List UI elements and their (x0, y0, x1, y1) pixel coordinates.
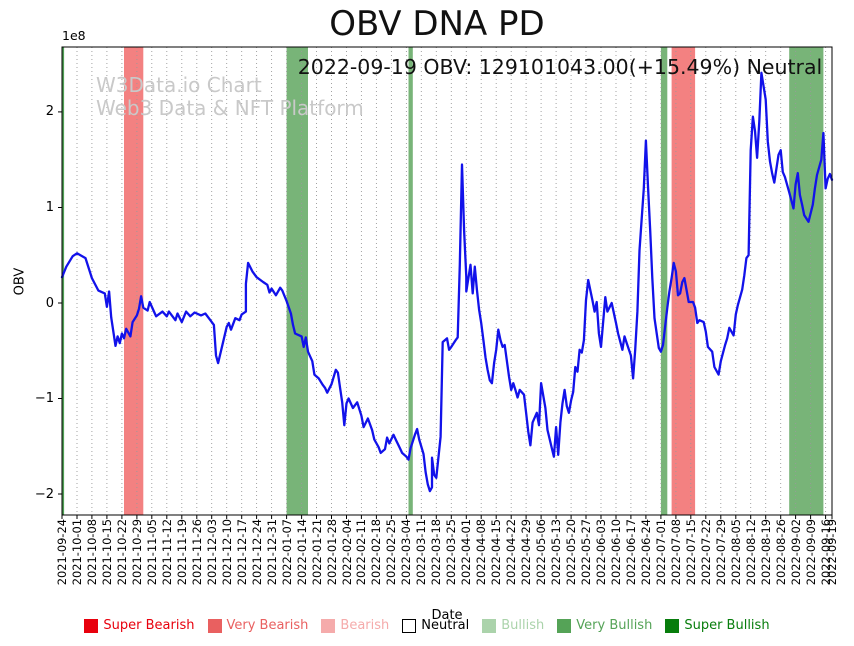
x-tick-label: 2022-08-12 (743, 519, 758, 586)
band-very-bullish (408, 47, 413, 515)
x-tick-label: 2022-03-18 (429, 519, 444, 586)
x-tick-label: 2021-10-08 (84, 519, 99, 586)
x-tick-label: 2021-10-15 (99, 519, 114, 586)
x-tick-label: 2022-07-29 (713, 519, 728, 586)
x-tick-label: 2022-04-01 (459, 519, 474, 586)
y-tick-label: 0 (45, 295, 54, 311)
band-very-bearish (124, 47, 144, 515)
x-tick-label: 2022-09-19 (825, 519, 839, 586)
legend-item-bullish: Bullish (482, 618, 544, 633)
x-tick-label: 2021-11-05 (144, 519, 159, 586)
x-tick-label: 2022-05-20 (564, 519, 579, 586)
x-tick-label: 2022-01-28 (324, 519, 339, 586)
watermark-line1: W3Data.io Chart (96, 73, 262, 97)
x-tick-label: 2021-12-17 (234, 519, 249, 586)
x-tick-label: 2022-04-29 (519, 519, 534, 586)
legend-swatch (402, 618, 417, 633)
band-super-bullish (62, 47, 65, 515)
x-tick-label: 2022-06-17 (623, 519, 638, 586)
legend-swatch (84, 618, 99, 633)
legend-item-neutral: Neutral (402, 618, 469, 633)
y-tick-label: −2 (34, 486, 54, 502)
x-tick-label: 2021-12-10 (219, 519, 234, 586)
watermark: W3Data.io Chart Web3 Data & NFT Platform (96, 74, 364, 120)
x-tick-label: 2022-04-22 (504, 519, 519, 586)
legend-label: Super Bearish (103, 618, 195, 633)
x-tick-label: 2021-11-12 (159, 519, 174, 586)
x-tick-label: 2022-05-06 (534, 519, 549, 586)
x-tick-label: 2022-08-05 (728, 519, 743, 586)
x-tick-label: 2021-11-19 (174, 519, 189, 586)
x-tick-label: 2022-04-15 (489, 519, 504, 586)
x-tick-label: 2021-12-24 (249, 519, 264, 586)
x-tick-label: 2022-01-14 (294, 519, 309, 586)
legend-item-super-bullish: Super Bullish (665, 618, 770, 633)
x-tick-label: 2022-08-19 (758, 519, 773, 586)
y-tick-label: 2 (45, 104, 54, 120)
x-tick-label: 2021-12-03 (204, 519, 219, 586)
legend-label: Bullish (501, 618, 545, 633)
x-tick-label: 2022-03-11 (414, 519, 429, 586)
x-tick-label: 2022-03-25 (444, 519, 459, 586)
x-tick-label: 2022-06-24 (638, 519, 653, 586)
plot-border (61, 46, 833, 516)
legend-swatch (482, 618, 497, 633)
x-tick-label: 2022-01-07 (279, 519, 294, 586)
x-tick-label: 2022-01-21 (309, 519, 324, 586)
x-tick-label: 2022-05-27 (579, 519, 593, 586)
x-tick-label: 2022-02-25 (384, 519, 399, 586)
legend-swatch (665, 618, 680, 633)
legend-swatch (207, 618, 222, 633)
band-very-bullish (660, 47, 668, 515)
y-axis-offset-label: 1e8 (62, 28, 86, 43)
legend-item-super-bearish: Super Bearish (84, 618, 195, 633)
x-tick-label: 2022-07-15 (683, 519, 698, 586)
x-tick-label: 2022-09-09 (803, 519, 818, 586)
legend-label: Very Bullish (576, 618, 653, 633)
legend-swatch (557, 618, 572, 633)
x-tick-label: 2022-07-01 (653, 519, 668, 586)
x-tick-label: 2021-12-31 (264, 519, 279, 586)
chart-subtitle: 2022-09-19 OBV: 129101043.00(+15.49%) Ne… (297, 55, 823, 79)
band-very-bullish (286, 47, 308, 515)
x-tick-label: 2022-02-04 (339, 519, 354, 586)
x-tick-label: 2022-04-08 (474, 519, 489, 586)
x-tick-label: 2022-06-10 (609, 519, 623, 586)
x-tick-label: 2021-10-29 (129, 519, 144, 586)
x-tick-label: 2022-02-11 (354, 519, 369, 586)
x-axis-label: Date (431, 608, 463, 623)
legend-swatch (321, 618, 336, 633)
obv-series-line (60, 71, 834, 493)
x-tick-label: 2022-06-03 (594, 519, 608, 586)
legend-label: Very Bearish (226, 618, 309, 633)
x-tick-label: 2021-10-01 (70, 519, 84, 586)
x-tick-label: 2022-08-26 (773, 519, 788, 586)
x-tick-label: 2021-11-26 (189, 519, 204, 586)
legend-item-bearish: Bearish (321, 618, 389, 633)
x-tick-label: 2022-09-02 (788, 519, 803, 586)
legend-item-very-bullish: Very Bullish (557, 618, 652, 633)
x-tick-label: 2022-03-04 (399, 519, 414, 586)
x-tick-label: 2022-07-22 (698, 519, 713, 586)
legend: Super Bearish Very Bearish Bearish Neutral B… (0, 618, 854, 633)
x-tick-label: 2021-10-22 (114, 519, 129, 586)
x-tick-label: 2022-07-08 (668, 519, 683, 586)
y-tick-label: −1 (34, 391, 54, 406)
band-very-bullish (789, 47, 824, 515)
legend-label: Super Bullish (684, 618, 770, 633)
x-tick-label: 2022-05-13 (549, 519, 564, 586)
x-tick-label: 2021-09-24 (55, 519, 69, 586)
x-tick-label: 2022-02-18 (369, 519, 384, 586)
watermark-line2: Web3 Data & NFT Platform (96, 96, 364, 120)
legend-label: Neutral (421, 618, 470, 633)
legend-label: Bearish (340, 618, 390, 633)
y-tick-label: 1 (45, 200, 54, 215)
legend-item-very-bearish: Very Bearish (207, 618, 309, 633)
chart-title: OBV DNA PD (329, 4, 545, 44)
